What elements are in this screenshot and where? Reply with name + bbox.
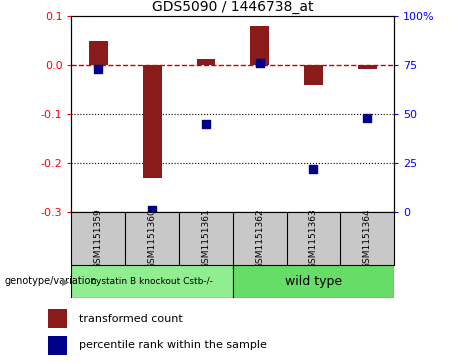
Bar <box>304 65 323 85</box>
Text: GSM1151363: GSM1151363 <box>309 208 318 269</box>
Point <box>256 61 263 66</box>
Point <box>95 66 102 72</box>
Bar <box>71 265 233 298</box>
Text: GSM1151361: GSM1151361 <box>201 208 210 269</box>
Bar <box>233 265 394 298</box>
Bar <box>48 309 67 328</box>
Bar <box>196 60 215 65</box>
Bar <box>250 26 269 65</box>
Text: GSM1151364: GSM1151364 <box>363 208 372 269</box>
Bar <box>89 41 108 65</box>
Bar <box>48 336 67 355</box>
Point <box>310 166 317 172</box>
Bar <box>358 65 377 69</box>
Title: GDS5090 / 1446738_at: GDS5090 / 1446738_at <box>152 0 313 14</box>
Bar <box>143 65 161 178</box>
Text: percentile rank within the sample: percentile rank within the sample <box>79 340 267 350</box>
Text: cystatin B knockout Cstb-/-: cystatin B knockout Cstb-/- <box>91 277 213 286</box>
Text: GSM1151359: GSM1151359 <box>94 208 103 269</box>
Text: wild type: wild type <box>285 275 342 288</box>
Point <box>202 121 210 127</box>
Point <box>148 208 156 213</box>
Point <box>364 115 371 121</box>
Text: ▶: ▶ <box>62 276 70 286</box>
Text: genotype/variation: genotype/variation <box>5 276 97 286</box>
Text: transformed count: transformed count <box>79 314 183 324</box>
Text: GSM1151362: GSM1151362 <box>255 208 264 269</box>
Text: GSM1151360: GSM1151360 <box>148 208 157 269</box>
